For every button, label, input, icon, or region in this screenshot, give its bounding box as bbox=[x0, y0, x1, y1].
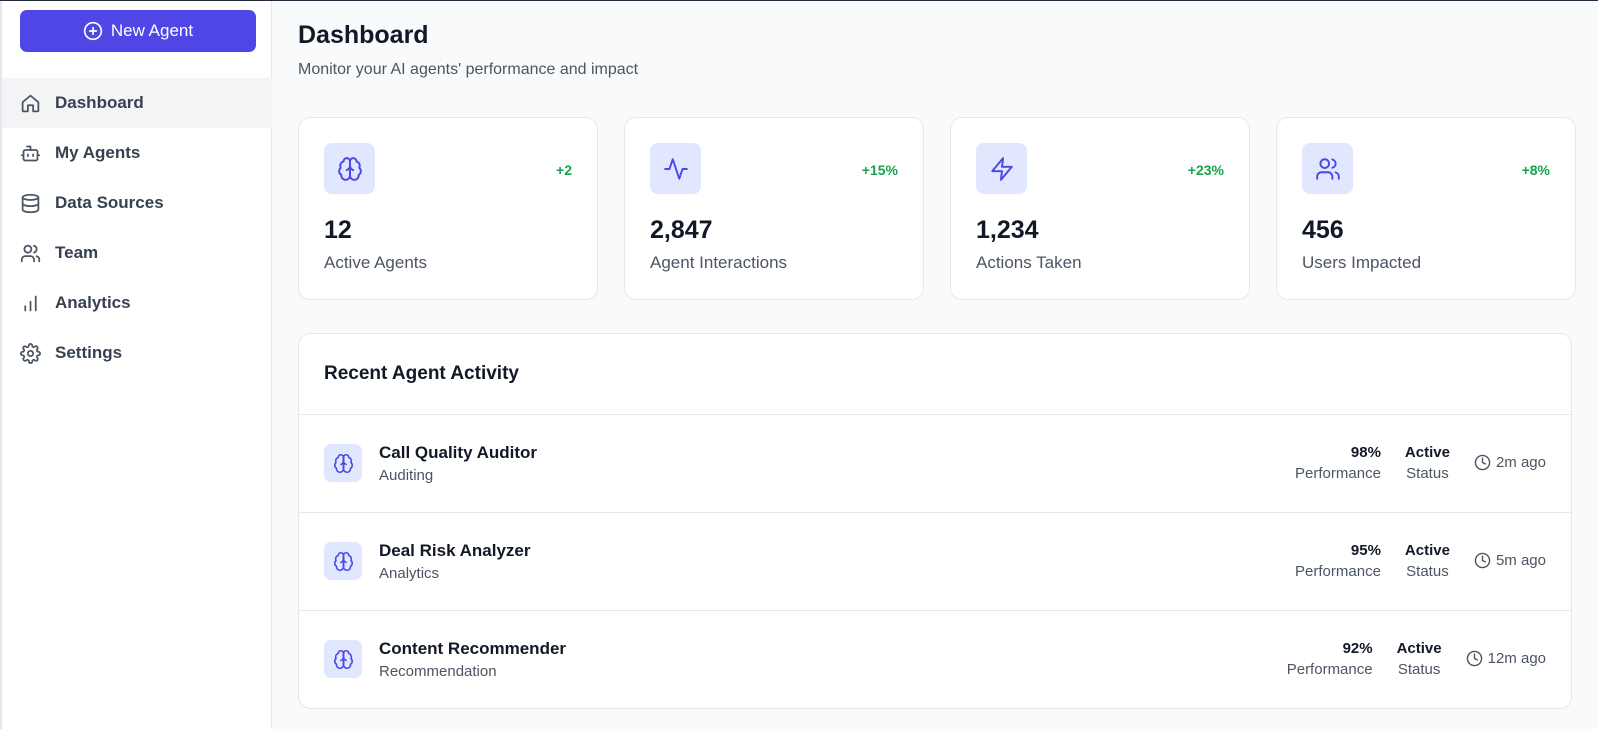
stat-value: 12 bbox=[324, 216, 352, 244]
recent-activity-title: Recent Agent Activity bbox=[299, 334, 1571, 415]
activity-row[interactable]: Deal Risk Analyzer Analytics 95% Perform… bbox=[299, 513, 1571, 611]
stat-value: 456 bbox=[1302, 216, 1344, 244]
agent-name: Content Recommender bbox=[379, 639, 567, 658]
stat-value: 2,847 bbox=[650, 216, 713, 244]
status-metric: Active Status bbox=[1405, 443, 1450, 485]
stat-change: +23% bbox=[1187, 162, 1224, 178]
sidebar-nav: Dashboard My Agents Data Sources Team An… bbox=[2, 78, 272, 378]
stat-label: Users Impacted bbox=[1302, 253, 1422, 272]
sidebar-item-team[interactable]: Team bbox=[2, 228, 272, 278]
sidebar: New Agent Dashboard My Agents Data Sourc… bbox=[0, 1, 272, 729]
stat-change: +2 bbox=[556, 162, 572, 178]
main-content: Dashboard Monitor your AI agents' perfor… bbox=[272, 1, 1598, 729]
performance-value: 95% bbox=[1350, 542, 1381, 559]
status-label: Status bbox=[1406, 563, 1449, 580]
stat-card-actions-taken: +23% 1,234 Actions Taken bbox=[950, 117, 1250, 300]
clock-icon bbox=[1474, 454, 1491, 471]
activity-time-text: 12m ago bbox=[1487, 650, 1546, 667]
stat-label: Actions Taken bbox=[976, 253, 1082, 272]
sidebar-item-label: Data Sources bbox=[55, 193, 164, 212]
status-label: Status bbox=[1397, 661, 1441, 678]
agent-type: Auditing bbox=[379, 467, 434, 484]
stat-label: Active Agents bbox=[324, 253, 428, 272]
sidebar-item-my-agents[interactable]: My Agents bbox=[2, 128, 272, 178]
new-agent-label: New Agent bbox=[110, 21, 194, 40]
new-agent-button[interactable]: New Agent bbox=[20, 10, 256, 52]
bot-icon bbox=[20, 145, 41, 161]
page-title: Dashboard bbox=[298, 21, 429, 49]
users-icon bbox=[1302, 143, 1353, 194]
performance-metric: 95% Performance bbox=[1295, 541, 1381, 583]
performance-metric: 98% Performance bbox=[1295, 443, 1381, 485]
stat-card-active-agents: +2 12 Active Agents bbox=[298, 117, 598, 300]
brain-icon bbox=[324, 640, 362, 678]
status-value: Active bbox=[1404, 444, 1450, 461]
stat-label: Agent Interactions bbox=[650, 253, 788, 272]
stat-change: +8% bbox=[1521, 162, 1550, 178]
agent-type: Recommendation bbox=[379, 663, 497, 680]
stat-value: 1,234 bbox=[976, 216, 1039, 244]
brain-icon bbox=[324, 444, 362, 482]
brain-icon bbox=[324, 542, 362, 580]
agent-name: Call Quality Auditor bbox=[379, 443, 538, 462]
activity-time-text: 2m ago bbox=[1495, 454, 1546, 471]
row-metrics: 98% Performance Active Status 2m ago bbox=[1295, 443, 1546, 485]
sidebar-item-label: Settings bbox=[55, 343, 123, 362]
performance-label: Performance bbox=[1295, 563, 1381, 580]
sidebar-item-data-sources[interactable]: Data Sources bbox=[2, 178, 272, 228]
database-icon bbox=[21, 193, 40, 213]
performance-label: Performance bbox=[1295, 465, 1381, 482]
plus-circle-icon bbox=[83, 21, 103, 41]
activity-time: 12m ago bbox=[1466, 650, 1546, 667]
status-metric: Active Status bbox=[1405, 541, 1450, 583]
status-metric: Active Status bbox=[1397, 639, 1442, 681]
activity-time: 5m ago bbox=[1474, 552, 1546, 569]
home-icon bbox=[21, 94, 40, 112]
clock-icon bbox=[1466, 650, 1482, 667]
page-subtitle: Monitor your AI agents' performance and … bbox=[298, 61, 639, 78]
status-label: Status bbox=[1406, 465, 1449, 482]
activity-time-text: 5m ago bbox=[1495, 552, 1546, 569]
activity-row[interactable]: Content Recommender Recommendation 92% P… bbox=[299, 611, 1571, 708]
lightning-icon bbox=[976, 143, 1027, 194]
performance-value: 92% bbox=[1342, 640, 1373, 657]
performance-metric: 92% Performance bbox=[1287, 639, 1373, 681]
stat-change: +15% bbox=[861, 162, 898, 178]
activity-row[interactable]: Call Quality Auditor Auditing 98% Perfor… bbox=[299, 415, 1571, 513]
activity-icon bbox=[650, 143, 701, 194]
sidebar-item-analytics[interactable]: Analytics bbox=[2, 278, 272, 328]
performance-label: Performance bbox=[1286, 661, 1373, 678]
sidebar-item-label: Dashboard bbox=[55, 93, 144, 112]
row-metrics: 92% Performance Active Status 12m ago bbox=[1287, 639, 1546, 681]
sidebar-item-settings[interactable]: Settings bbox=[2, 328, 272, 378]
agent-name: Deal Risk Analyzer bbox=[379, 541, 531, 560]
row-metrics: 95% Performance Active Status 5m ago bbox=[1295, 541, 1546, 583]
status-value: Active bbox=[1396, 640, 1442, 657]
sidebar-item-label: My Agents bbox=[55, 143, 141, 162]
gear-icon bbox=[20, 342, 41, 364]
recent-activity-panel: Recent Agent Activity Call Quality Audit… bbox=[298, 333, 1572, 709]
sidebar-item-label: Analytics bbox=[55, 293, 131, 312]
clock-icon bbox=[1474, 552, 1491, 569]
brain-icon bbox=[324, 143, 375, 194]
status-value: Active bbox=[1404, 542, 1450, 559]
sidebar-item-dashboard[interactable]: Dashboard bbox=[2, 78, 272, 128]
stat-card-users-impacted: +8% 456 Users Impacted bbox=[1276, 117, 1576, 300]
stat-card-agent-interactions: +15% 2,847 Agent Interactions bbox=[624, 117, 924, 300]
agent-type: Analytics bbox=[379, 565, 440, 582]
users-icon bbox=[20, 244, 41, 262]
bar-chart-icon bbox=[24, 295, 37, 311]
sidebar-item-label: Team bbox=[55, 243, 99, 262]
performance-value: 98% bbox=[1350, 444, 1381, 461]
activity-time: 2m ago bbox=[1474, 454, 1546, 471]
stats-row: +2 12 Active Agents +15% 2,847 Agent Int… bbox=[298, 117, 1576, 300]
